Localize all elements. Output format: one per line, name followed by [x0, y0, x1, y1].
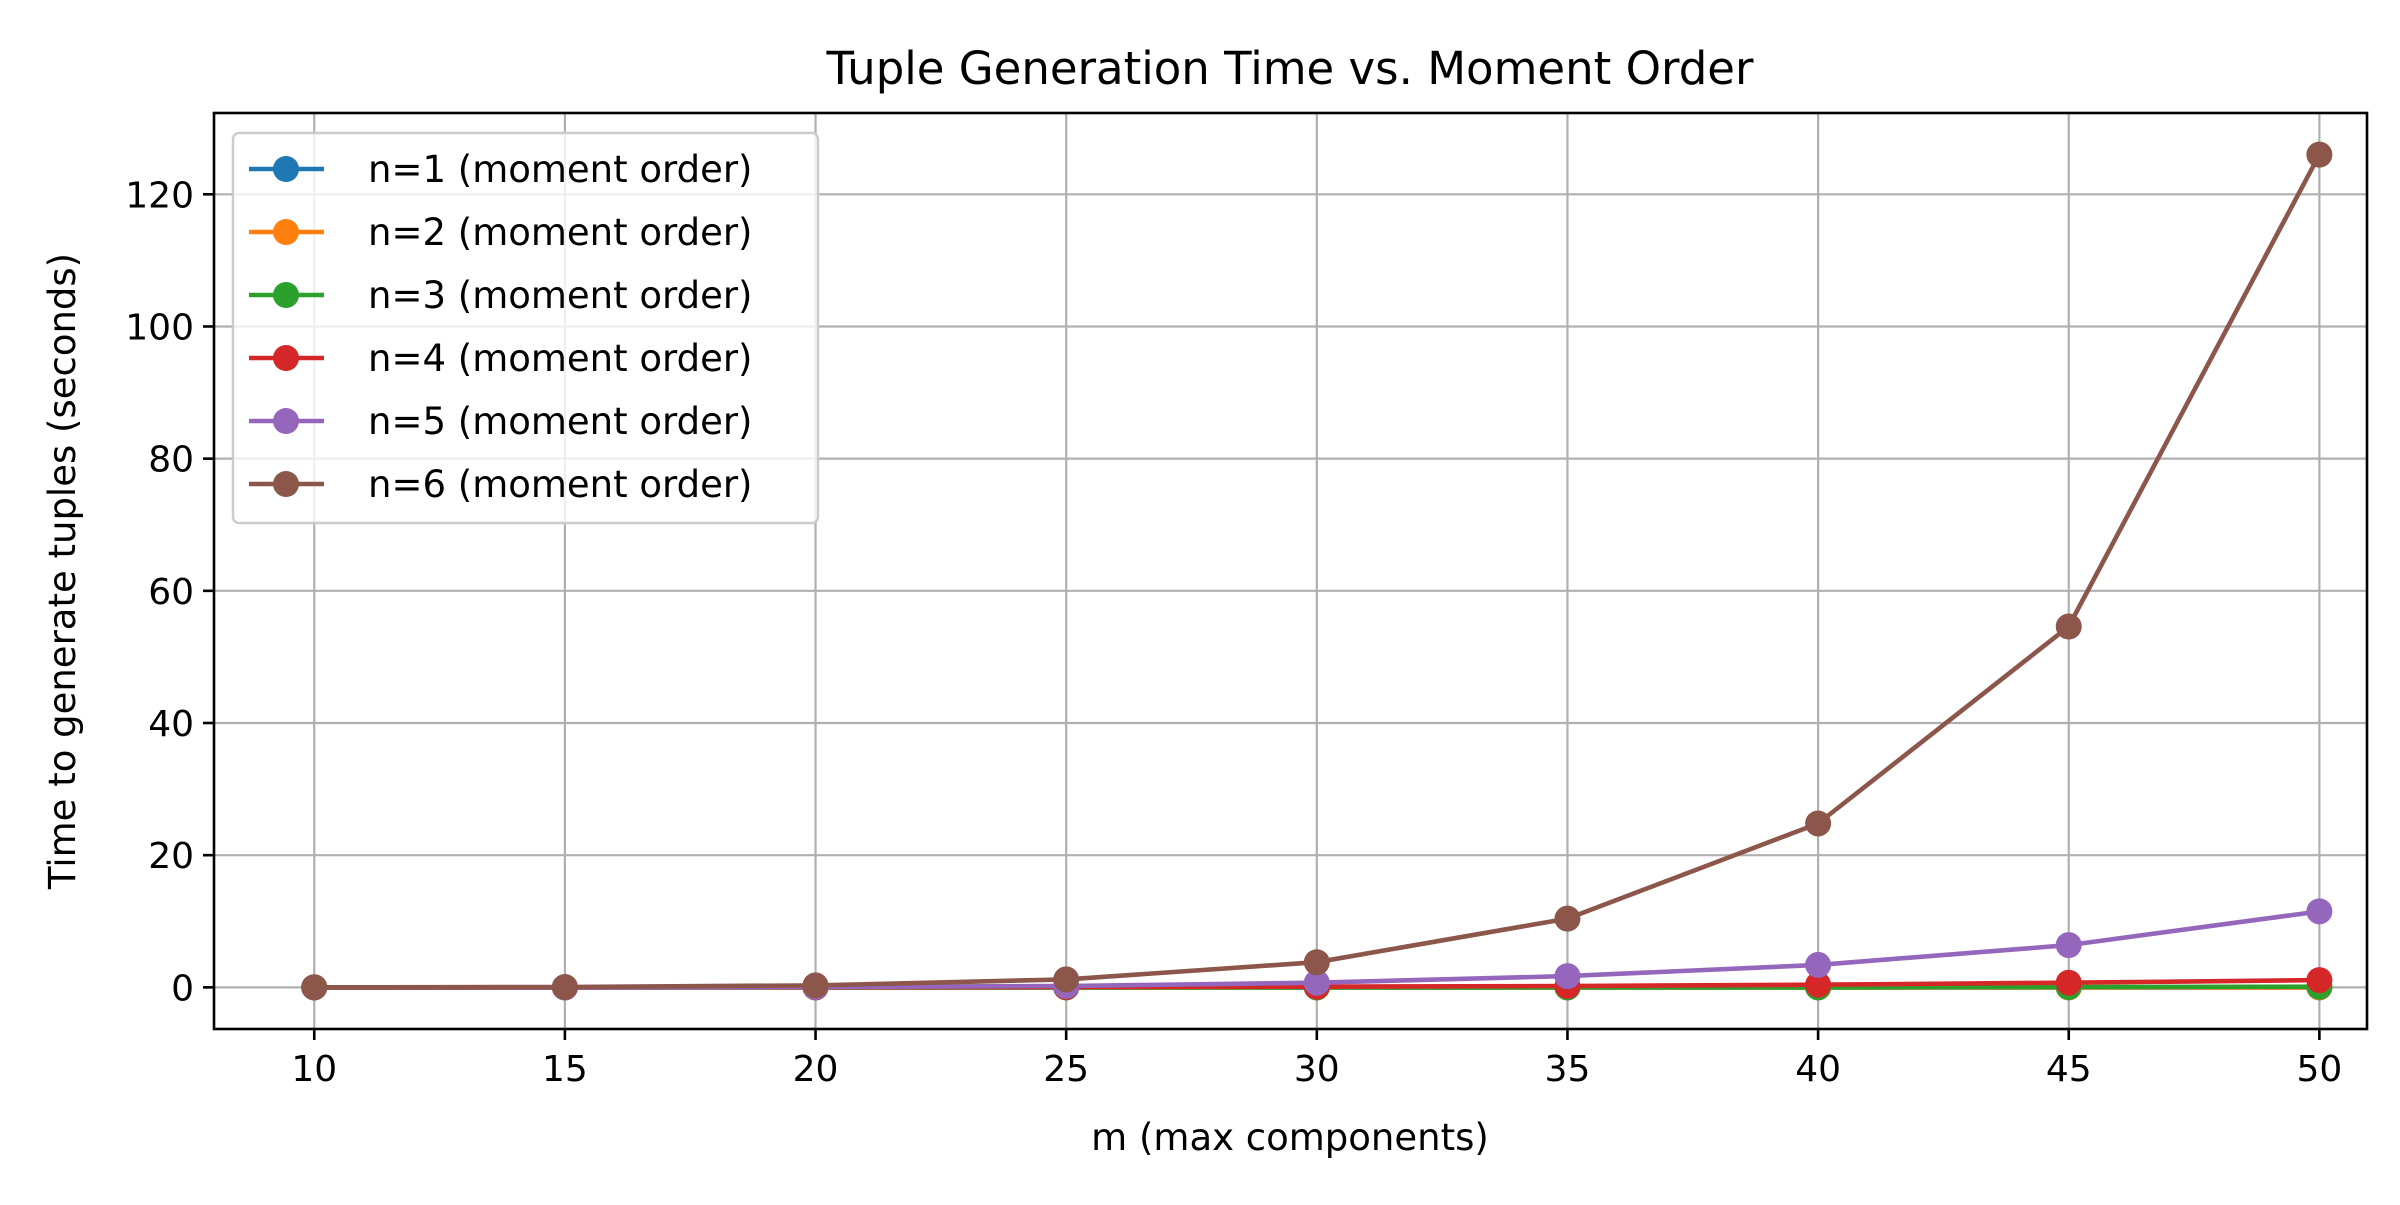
- data-point: [2055, 969, 2082, 996]
- y-tick-label: 80: [148, 440, 194, 481]
- legend-label: n=5 (moment order): [368, 400, 753, 443]
- legend-entry: n=6 (moment order): [249, 463, 753, 506]
- data-point: [301, 974, 328, 1001]
- data-point: [1805, 951, 1832, 978]
- y-tick-label: 60: [148, 572, 194, 613]
- data-point: [1053, 966, 1080, 993]
- y-tick-label: 0: [171, 968, 194, 1009]
- x-tick-label: 35: [1545, 1049, 1591, 1090]
- data-point: [1805, 810, 1832, 837]
- legend-entry: n=4 (moment order): [249, 337, 753, 380]
- x-tick-label: 10: [291, 1049, 337, 1090]
- x-axis-ticks: 10 15 20 25 30 35 40 45 50: [291, 1029, 2342, 1090]
- legend-entry: n=2 (moment order): [249, 211, 753, 254]
- data-point: [2306, 967, 2333, 994]
- y-axis-ticks: 0 20 40 60 80 100 120: [125, 175, 214, 1009]
- y-tick-label: 100: [125, 307, 194, 348]
- legend-marker: [273, 345, 299, 371]
- legend-marker: [273, 156, 299, 182]
- x-axis-label: m (max components): [1091, 1116, 1489, 1159]
- x-tick-label: 25: [1043, 1049, 1089, 1090]
- data-point: [2055, 613, 2082, 640]
- legend-marker: [273, 219, 299, 245]
- y-tick-label: 40: [148, 704, 194, 745]
- legend-entry: n=1 (moment order): [249, 148, 753, 191]
- data-point: [2306, 898, 2333, 925]
- legend-frame: [231, 131, 820, 525]
- data-point: [1303, 969, 1330, 996]
- legend-marker: [273, 282, 299, 308]
- data-point: [1303, 949, 1330, 976]
- legend: n=1 (moment order) n=2 (moment order) n=3 …: [231, 131, 820, 525]
- data-point: [2306, 141, 2333, 168]
- legend-entry: n=5 (moment order): [249, 400, 753, 443]
- data-point: [1805, 971, 1832, 998]
- data-point: [1554, 905, 1581, 932]
- x-tick-label: 30: [1294, 1049, 1340, 1090]
- series-lines: [301, 141, 2333, 1001]
- series-6: [301, 141, 2333, 1001]
- x-tick-label: 15: [542, 1049, 588, 1090]
- data-point: [2055, 932, 2082, 959]
- x-tick-label: 50: [2296, 1049, 2342, 1090]
- legend-label: n=1 (moment order): [368, 148, 753, 191]
- x-tick-label: 20: [793, 1049, 839, 1090]
- plot-frame: [212, 111, 2369, 1031]
- legend-label: n=2 (moment order): [368, 211, 753, 254]
- data-point: [551, 974, 578, 1001]
- chart-title: Tuple Generation Time vs. Moment Order: [826, 42, 1754, 95]
- x-tick-label: 45: [2046, 1049, 2092, 1090]
- y-axis-label: Time to generate tuples (seconds): [41, 253, 84, 890]
- x-tick-label: 40: [1795, 1049, 1841, 1090]
- legend-label: n=3 (moment order): [368, 274, 753, 317]
- legend-label: n=4 (moment order): [368, 337, 753, 380]
- data-point: [1554, 963, 1581, 990]
- legend-entry: n=3 (moment order): [249, 274, 753, 317]
- y-tick-label: 20: [148, 836, 194, 877]
- legend-marker: [273, 408, 299, 434]
- y-tick-label: 120: [125, 175, 194, 216]
- legend-marker: [273, 471, 299, 497]
- data-point: [802, 972, 829, 999]
- legend-label: n=6 (moment order): [368, 463, 753, 506]
